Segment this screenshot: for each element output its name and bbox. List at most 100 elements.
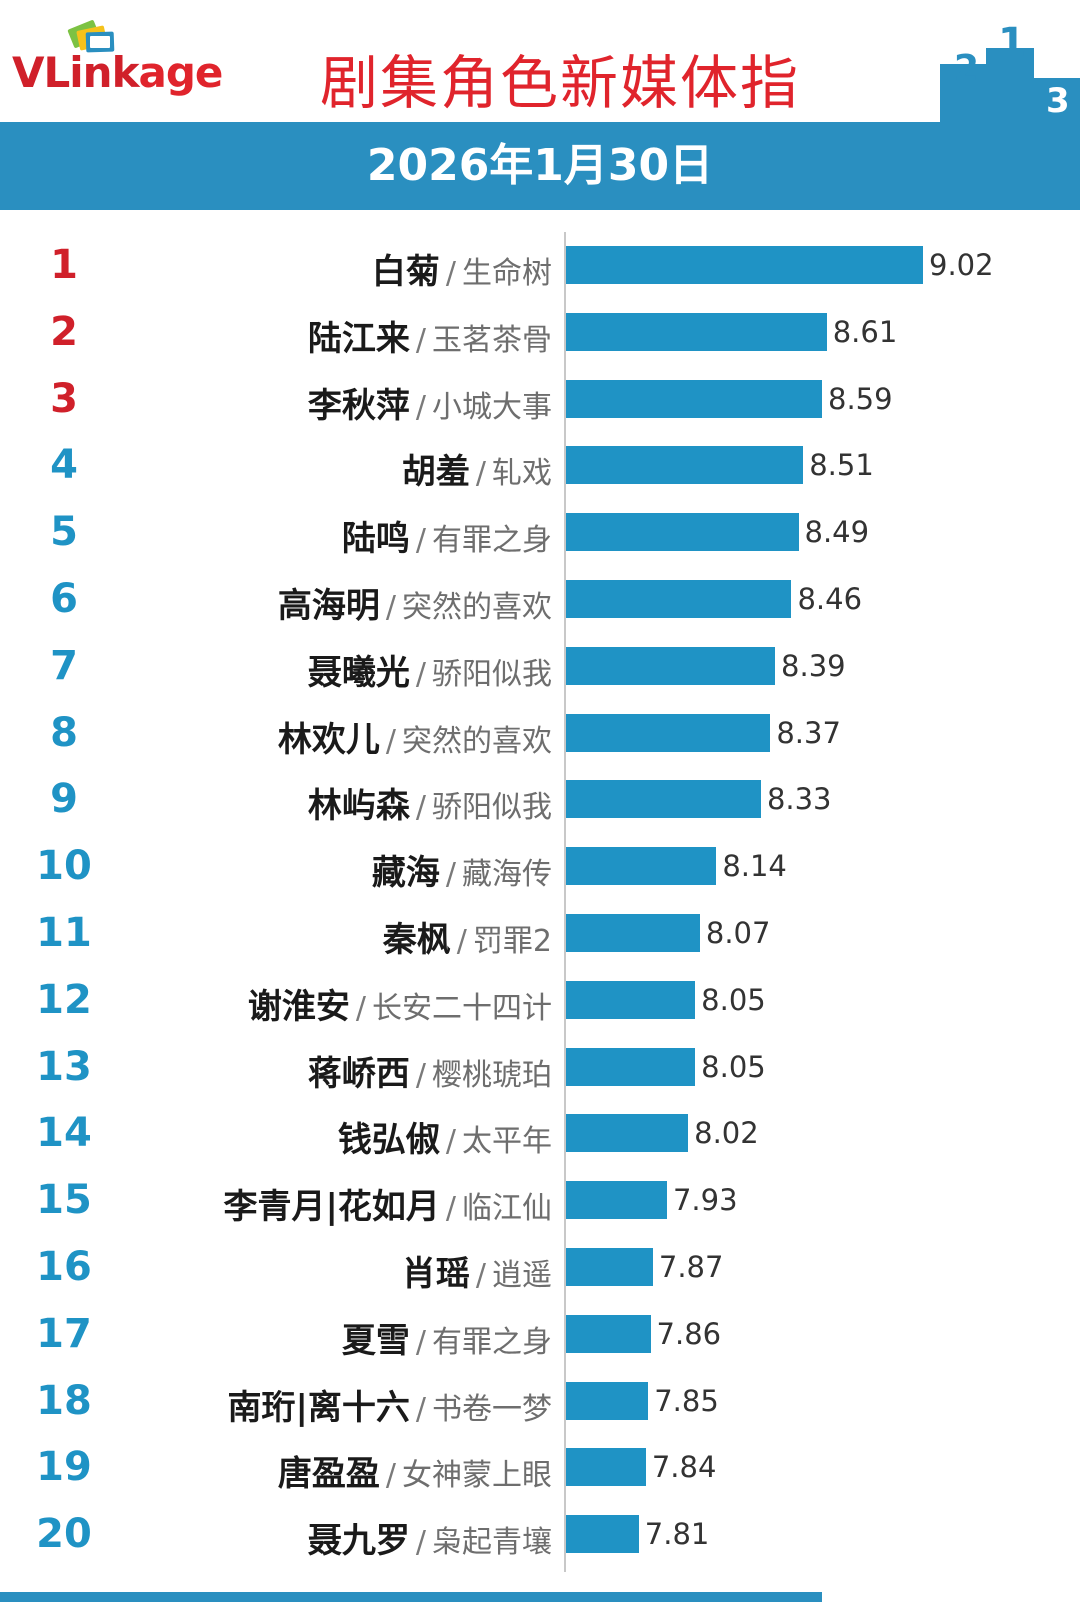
rank-number: 12 xyxy=(36,976,92,1023)
label-separator: / xyxy=(445,1191,456,1227)
drama-title: 突然的喜欢 xyxy=(402,723,552,759)
value-bar xyxy=(566,580,792,618)
row-label: 谢淮安 / 长安二十四计 xyxy=(248,979,552,1028)
row-label: 林欢儿 / 突然的喜欢 xyxy=(278,712,552,761)
svg-text:2: 2 xyxy=(954,48,979,89)
character-name: 白菊 xyxy=(371,252,440,292)
row-label: 林屿森 / 骄阳似我 xyxy=(308,778,552,827)
label-separator: / xyxy=(415,1525,426,1561)
chart-row: 7 聂曦光 / 骄阳似我 8.39 xyxy=(0,633,1080,700)
value-bar xyxy=(566,646,776,685)
label-separator: / xyxy=(355,990,366,1026)
value-bar xyxy=(566,1114,689,1153)
logo-text-age: age xyxy=(138,48,224,97)
value-label: 8.39 xyxy=(781,648,846,683)
character-name: 李青月|花如月 xyxy=(223,1187,440,1228)
character-name: 唐盈盈 xyxy=(277,1454,380,1495)
chart-row: 19 唐盈盈 / 女神蒙上眼 7.84 xyxy=(0,1434,1080,1501)
row-label: 南珩|离十六 / 书卷一梦 xyxy=(227,1380,552,1429)
label-separator: / xyxy=(415,1057,426,1093)
drama-title: 太平年 xyxy=(462,1124,552,1160)
drama-title: 樱桃琥珀 xyxy=(432,1057,552,1093)
label-separator: / xyxy=(415,389,426,425)
row-label: 蒋峤西 / 樱桃琥珀 xyxy=(308,1046,552,1095)
value-bar xyxy=(566,914,700,952)
rank-number: 14 xyxy=(36,1110,92,1157)
chart-axis-line xyxy=(564,232,566,1572)
chart-row: 16 肖瑶 / 逍遥 7.87 xyxy=(0,1234,1080,1301)
date-text: 2026年1月30日 xyxy=(366,140,714,191)
label-separator: / xyxy=(385,1458,396,1494)
rank-number: 18 xyxy=(36,1377,92,1424)
drama-title: 女神蒙上眼 xyxy=(402,1458,552,1494)
row-label: 胡羞 / 轧戏 xyxy=(402,444,552,493)
value-bar xyxy=(566,1047,696,1086)
character-name: 林欢儿 xyxy=(277,719,380,760)
chart-row: 18 南珩|离十六 / 书卷一梦 7.85 xyxy=(0,1368,1080,1435)
chart-row: 14 钱弘俶 / 太平年 8.02 xyxy=(0,1100,1080,1167)
rank-number: 5 xyxy=(50,509,78,556)
character-name: 陆鸣 xyxy=(341,519,410,560)
value-label: 8.37 xyxy=(776,715,841,750)
value-bar xyxy=(566,246,923,284)
rank-number: 8 xyxy=(50,709,78,756)
drama-title: 藏海传 xyxy=(462,857,552,893)
rank-number: 7 xyxy=(50,642,78,689)
row-label: 聂曦光 / 骄阳似我 xyxy=(308,645,552,694)
label-separator: / xyxy=(445,256,456,291)
label-separator: / xyxy=(415,1324,426,1360)
value-bar xyxy=(566,980,696,1019)
page-title: 剧集角色新媒体指 xyxy=(320,49,801,117)
chart-row: 5 陆鸣 / 有罪之身 8.49 xyxy=(0,499,1080,566)
rank-number: 6 xyxy=(50,576,78,622)
value-label: 8.59 xyxy=(828,381,893,416)
chart-row: 2 陆江来 / 玉茗茶骨 8.61 xyxy=(0,299,1080,366)
rank-number: 20 xyxy=(36,1511,92,1558)
value-label: 7.87 xyxy=(658,1250,724,1284)
value-bar xyxy=(566,1515,639,1554)
row-label: 高海明 / 突然的喜欢 xyxy=(278,578,552,627)
label-separator: / xyxy=(415,1391,426,1427)
chart-row: 3 李秋萍 / 小城大事 8.59 xyxy=(0,366,1080,433)
podium-icon: 2 1 3 xyxy=(940,20,1080,122)
value-bar xyxy=(566,1448,646,1487)
value-bar xyxy=(566,1181,667,1220)
header: VLinkage 剧集角色新媒体指 2 1 3 xyxy=(0,0,1080,122)
value-label: 8.51 xyxy=(809,448,874,483)
value-bar xyxy=(566,1381,649,1420)
chart-row: 11 秦枫 / 罚罪2 8.07 xyxy=(0,900,1080,967)
drama-title: 玉茗茶骨 xyxy=(432,322,552,358)
chart-row: 8 林欢儿 / 突然的喜欢 8.37 xyxy=(0,700,1080,767)
drama-title: 突然的喜欢 xyxy=(402,590,552,625)
character-name: 胡羞 xyxy=(401,452,470,493)
value-bar xyxy=(566,379,822,418)
svg-text:3: 3 xyxy=(1046,81,1070,121)
drama-title: 有罪之身 xyxy=(432,523,552,559)
chart-row: 20 聂九罗 / 枭起青壤 7.81 xyxy=(0,1501,1080,1568)
label-separator: / xyxy=(415,523,426,559)
character-name: 林屿森 xyxy=(307,786,410,827)
character-name: 肖瑶 xyxy=(401,1254,470,1294)
chart-row: 4 胡羞 / 轧戏 8.51 xyxy=(0,432,1080,499)
label-separator: / xyxy=(475,1258,486,1293)
value-label: 8.14 xyxy=(722,849,787,884)
row-label: 钱弘俶 / 太平年 xyxy=(338,1112,552,1161)
rank-number: 19 xyxy=(36,1444,92,1491)
rank-number: 16 xyxy=(36,1244,92,1290)
label-separator: / xyxy=(456,924,467,959)
drama-title: 枭起青壤 xyxy=(432,1525,552,1561)
drama-title: 骄阳似我 xyxy=(432,790,552,826)
svg-text:1: 1 xyxy=(998,20,1026,66)
value-label: 8.05 xyxy=(701,1049,766,1084)
character-name: 南珩|离十六 xyxy=(227,1387,410,1428)
logo-cards-icon xyxy=(67,20,115,53)
rank-number: 1 xyxy=(50,242,78,288)
label-separator: / xyxy=(385,723,396,759)
label-separator: / xyxy=(475,456,486,492)
chart-row: 1 白菊 / 生命树 9.02 xyxy=(0,232,1080,299)
rank-number: 3 xyxy=(50,375,78,422)
chart-row: 15 李青月|花如月 / 临江仙 7.93 xyxy=(0,1167,1080,1234)
rank-number: 13 xyxy=(36,1043,92,1090)
character-name: 钱弘俶 xyxy=(337,1120,440,1161)
row-label: 陆鸣 / 有罪之身 xyxy=(342,511,552,560)
